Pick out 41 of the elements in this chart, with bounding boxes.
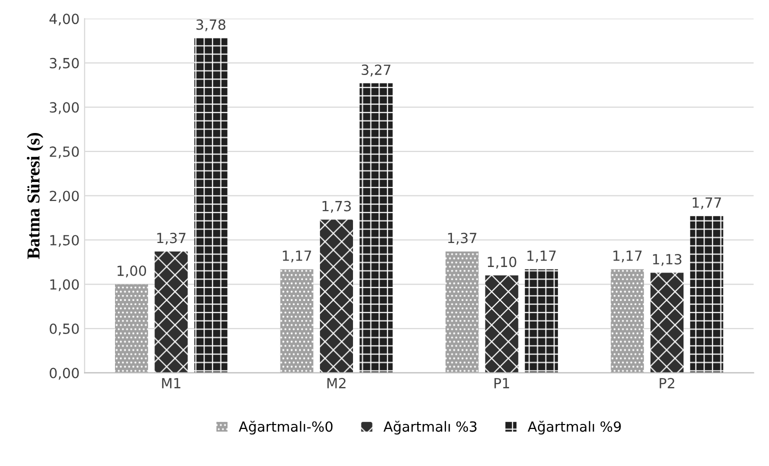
x-tick-label: P1: [494, 378, 510, 388]
data-label: 1,17: [527, 250, 556, 262]
y-tick-label: 1,00: [50, 279, 79, 292]
bar: [524, 269, 558, 373]
bar: [154, 252, 188, 373]
bar: [194, 38, 228, 373]
data-label: 1,77: [692, 198, 721, 210]
data-label: 1,00: [118, 266, 146, 278]
x-tick-label: P2: [660, 378, 674, 388]
legend-label: Ağartmalı-%0: [238, 420, 332, 435]
y-tick-label: 4,00: [49, 14, 79, 26]
data-label: 1,73: [322, 200, 351, 213]
y-tick-label: 0,00: [50, 368, 79, 380]
x-tick-label: M2: [327, 378, 346, 388]
data-label: 1,17: [282, 250, 312, 262]
bar: [320, 220, 353, 373]
data-label: 1,37: [448, 232, 476, 245]
data-label: 1,13: [653, 254, 682, 266]
data-label: 1,37: [157, 232, 186, 245]
bar: [280, 269, 314, 373]
legend-label: Ağartmalı %9: [528, 420, 621, 435]
y-tick-label: 2,00: [50, 190, 79, 203]
y-tick-label: 1,50: [50, 234, 79, 247]
y-tick-label: 0,50: [50, 324, 79, 336]
bar: [485, 275, 518, 373]
data-label: 3,27: [362, 64, 390, 76]
y-axis-title: Batma Süresi (s): [26, 132, 44, 259]
data-label: 3,78: [196, 19, 226, 32]
data-label: 1,17: [613, 250, 642, 262]
x-tick-label: M1: [162, 378, 180, 388]
bar: [115, 284, 148, 373]
bar: [690, 216, 724, 373]
bar: [610, 269, 644, 373]
bar: [650, 272, 684, 373]
legend-label: Ağartmalı %3: [384, 420, 476, 435]
bar: [446, 252, 479, 373]
data-label: 1,10: [488, 256, 516, 269]
y-tick-label: 3,00: [50, 102, 79, 114]
bar: [360, 83, 393, 373]
y-tick-label: 3,50: [50, 58, 79, 70]
y-tick-label: 2,50: [50, 146, 79, 158]
